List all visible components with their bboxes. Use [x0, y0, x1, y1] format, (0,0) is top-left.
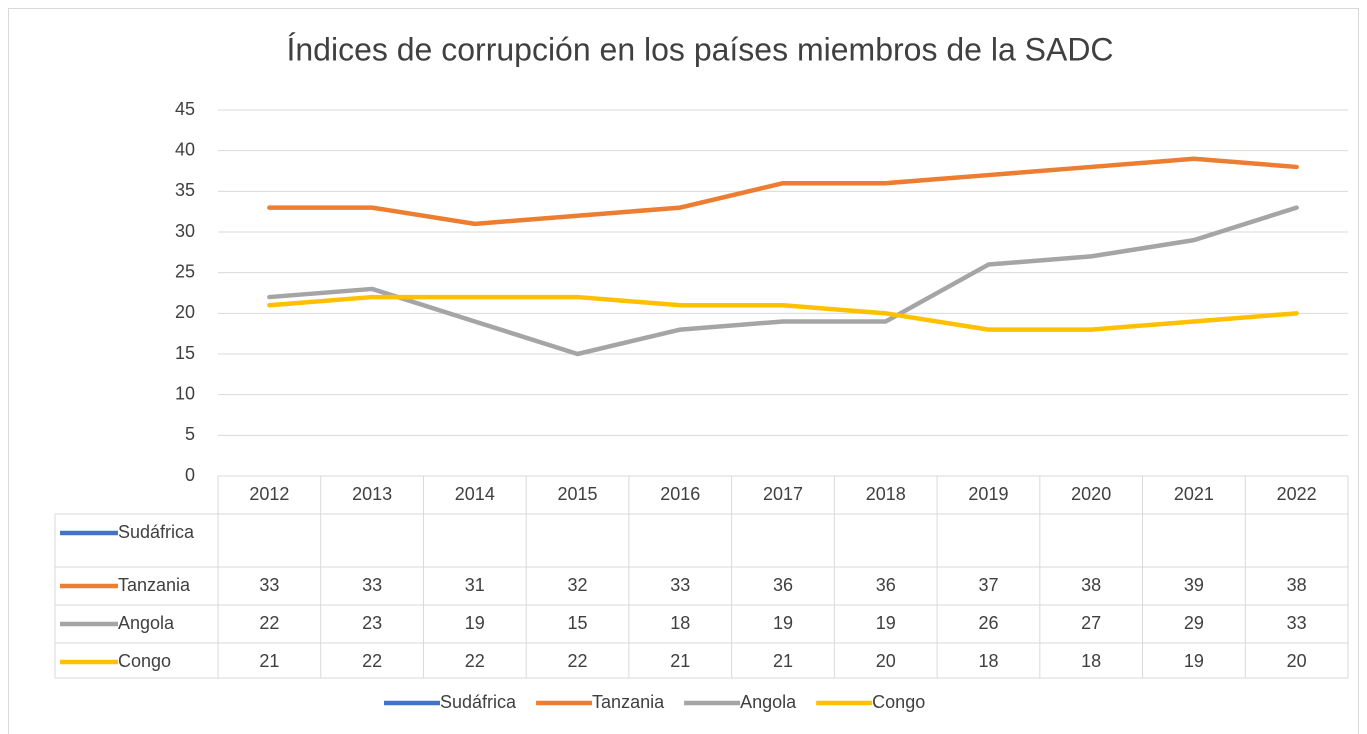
chart-border: [8, 8, 1359, 734]
table-cell: 29: [1184, 613, 1204, 633]
x-tick-label: 2018: [866, 484, 906, 504]
legend-label: Angola: [740, 692, 797, 712]
table-cell: 18: [670, 613, 690, 633]
table-cell: 18: [1081, 651, 1101, 671]
table-series-name: Tanzania: [118, 575, 191, 595]
table-cell: 33: [362, 575, 382, 595]
table-cell: 22: [362, 651, 382, 671]
table-cell: 33: [670, 575, 690, 595]
table-cell: 22: [568, 651, 588, 671]
table-cell: 22: [465, 651, 485, 671]
table-cell: 19: [773, 613, 793, 633]
x-tick-label: 2012: [249, 484, 289, 504]
table-cell: 39: [1184, 575, 1204, 595]
y-tick-label: 0: [185, 465, 195, 485]
y-tick-label: 30: [175, 221, 195, 241]
table-cell: 36: [876, 575, 896, 595]
table-cell: 27: [1081, 613, 1101, 633]
x-tick-label: 2015: [558, 484, 598, 504]
y-tick-label: 15: [175, 343, 195, 363]
table-cell: 19: [1184, 651, 1204, 671]
y-tick-label: 45: [175, 99, 195, 119]
series-line: [267, 294, 1299, 332]
table-cell: 21: [670, 651, 690, 671]
table-cell: 37: [978, 575, 998, 595]
table-cell: 38: [1081, 575, 1101, 595]
table-cell: 21: [259, 651, 279, 671]
series-line: [267, 156, 1299, 227]
table-cell: 26: [978, 613, 998, 633]
series-line: [267, 205, 1299, 357]
table-cell: 33: [259, 575, 279, 595]
x-tick-label: 2017: [763, 484, 803, 504]
table-cell: 23: [362, 613, 382, 633]
y-tick-label: 20: [175, 302, 195, 322]
x-tick-label: 2016: [660, 484, 700, 504]
y-tick-label: 25: [175, 261, 195, 281]
table-cell: 22: [259, 613, 279, 633]
table-cell: 15: [568, 613, 588, 633]
y-tick-label: 35: [175, 180, 195, 200]
table-cell: 19: [876, 613, 896, 633]
table-series-name: Sudáfrica: [118, 522, 195, 542]
y-tick-label: 10: [175, 383, 195, 403]
table-cell: 20: [876, 651, 896, 671]
table-cell: 33: [1287, 613, 1307, 633]
x-tick-label: 2021: [1174, 484, 1214, 504]
table-cell: 20: [1287, 651, 1307, 671]
chart-title: Índices de corrupción en los países miem…: [286, 31, 1113, 67]
y-tick-label: 40: [175, 139, 195, 159]
table-cell: 18: [978, 651, 998, 671]
table-cell: 36: [773, 575, 793, 595]
x-tick-label: 2019: [968, 484, 1008, 504]
x-tick-label: 2022: [1277, 484, 1317, 504]
table-series-name: Angola: [118, 613, 175, 633]
table-series-name: Congo: [118, 651, 171, 671]
table-cell: 38: [1287, 575, 1307, 595]
legend-label: Tanzania: [592, 692, 665, 712]
table-cell: 32: [568, 575, 588, 595]
x-tick-label: 2014: [455, 484, 495, 504]
table-cell: 31: [465, 575, 485, 595]
table-cell: 19: [465, 613, 485, 633]
legend-label: Sudáfrica: [440, 692, 517, 712]
table-cell: 21: [773, 651, 793, 671]
y-tick-label: 5: [185, 424, 195, 444]
legend-label: Congo: [872, 692, 925, 712]
x-tick-label: 2020: [1071, 484, 1111, 504]
x-tick-label: 2013: [352, 484, 392, 504]
